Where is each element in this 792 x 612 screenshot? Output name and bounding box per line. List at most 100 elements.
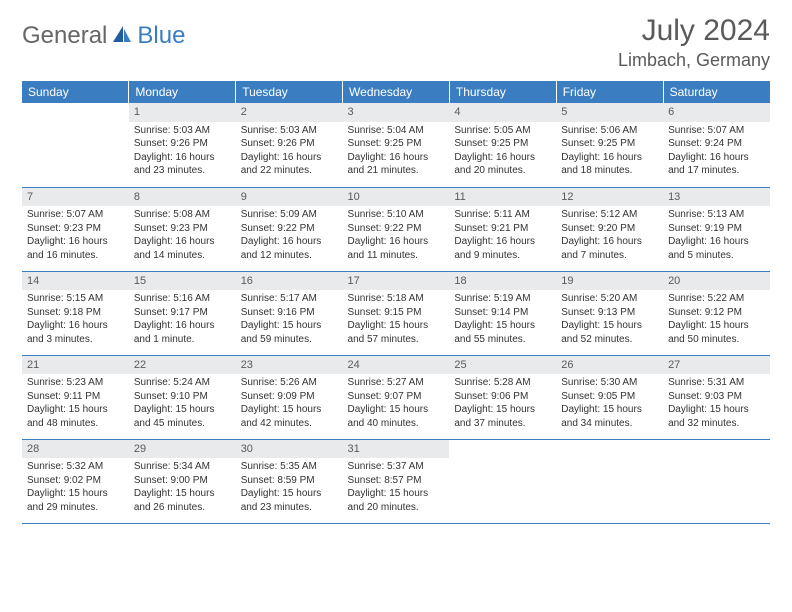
day-number: 11 — [449, 188, 556, 207]
calendar-day-cell: 8Sunrise: 5:08 AMSunset: 9:23 PMDaylight… — [129, 187, 236, 271]
day-number: 13 — [663, 188, 770, 207]
location-label: Limbach, Germany — [618, 50, 770, 71]
day-details: Sunrise: 5:19 AMSunset: 9:14 PMDaylight:… — [449, 290, 556, 350]
calendar-week-row: .1Sunrise: 5:03 AMSunset: 9:26 PMDayligh… — [22, 103, 770, 187]
day-details: Sunrise: 5:30 AMSunset: 9:05 PMDaylight:… — [556, 374, 663, 434]
day-number: 15 — [129, 272, 236, 291]
calendar-day-cell: 2Sunrise: 5:03 AMSunset: 9:26 PMDaylight… — [236, 103, 343, 187]
day-details: Sunrise: 5:03 AMSunset: 9:26 PMDaylight:… — [236, 122, 343, 182]
day-number: 9 — [236, 188, 343, 207]
day-details: Sunrise: 5:35 AMSunset: 8:59 PMDaylight:… — [236, 458, 343, 518]
logo-text-blue: Blue — [137, 22, 185, 50]
sail-icon — [111, 24, 133, 49]
day-details: Sunrise: 5:28 AMSunset: 9:06 PMDaylight:… — [449, 374, 556, 434]
calendar-week-row: 14Sunrise: 5:15 AMSunset: 9:18 PMDayligh… — [22, 271, 770, 355]
calendar-day-cell: 15Sunrise: 5:16 AMSunset: 9:17 PMDayligh… — [129, 271, 236, 355]
calendar-day-cell: 26Sunrise: 5:30 AMSunset: 9:05 PMDayligh… — [556, 355, 663, 439]
day-details: Sunrise: 5:37 AMSunset: 8:57 PMDaylight:… — [343, 458, 450, 518]
day-number: 2 — [236, 103, 343, 122]
day-details: Sunrise: 5:07 AMSunset: 9:23 PMDaylight:… — [22, 206, 129, 266]
calendar-day-cell: 5Sunrise: 5:06 AMSunset: 9:25 PMDaylight… — [556, 103, 663, 187]
day-number: 19 — [556, 272, 663, 291]
calendar-day-cell: 3Sunrise: 5:04 AMSunset: 9:25 PMDaylight… — [343, 103, 450, 187]
calendar-day-cell: 31Sunrise: 5:37 AMSunset: 8:57 PMDayligh… — [343, 439, 450, 523]
day-number: 1 — [129, 103, 236, 122]
calendar-day-cell: 16Sunrise: 5:17 AMSunset: 9:16 PMDayligh… — [236, 271, 343, 355]
weekday-header: Wednesday — [343, 81, 450, 103]
day-details: Sunrise: 5:17 AMSunset: 9:16 PMDaylight:… — [236, 290, 343, 350]
calendar-header-row: SundayMondayTuesdayWednesdayThursdayFrid… — [22, 81, 770, 103]
weekday-header: Saturday — [663, 81, 770, 103]
day-details: Sunrise: 5:26 AMSunset: 9:09 PMDaylight:… — [236, 374, 343, 434]
weekday-header: Thursday — [449, 81, 556, 103]
title-block: July 2024 Limbach, Germany — [618, 14, 770, 71]
calendar-day-cell: 27Sunrise: 5:31 AMSunset: 9:03 PMDayligh… — [663, 355, 770, 439]
calendar-day-cell: . — [556, 439, 663, 523]
calendar-day-cell: 14Sunrise: 5:15 AMSunset: 9:18 PMDayligh… — [22, 271, 129, 355]
day-details: Sunrise: 5:20 AMSunset: 9:13 PMDaylight:… — [556, 290, 663, 350]
day-details: Sunrise: 5:15 AMSunset: 9:18 PMDaylight:… — [22, 290, 129, 350]
day-number: 16 — [236, 272, 343, 291]
calendar-table: SundayMondayTuesdayWednesdayThursdayFrid… — [22, 81, 770, 524]
day-details: Sunrise: 5:04 AMSunset: 9:25 PMDaylight:… — [343, 122, 450, 182]
day-details: Sunrise: 5:24 AMSunset: 9:10 PMDaylight:… — [129, 374, 236, 434]
calendar-day-cell: 19Sunrise: 5:20 AMSunset: 9:13 PMDayligh… — [556, 271, 663, 355]
day-details: Sunrise: 5:12 AMSunset: 9:20 PMDaylight:… — [556, 206, 663, 266]
calendar-day-cell: 29Sunrise: 5:34 AMSunset: 9:00 PMDayligh… — [129, 439, 236, 523]
day-number: 3 — [343, 103, 450, 122]
day-number: 23 — [236, 356, 343, 375]
calendar-day-cell: 1Sunrise: 5:03 AMSunset: 9:26 PMDaylight… — [129, 103, 236, 187]
day-details: Sunrise: 5:22 AMSunset: 9:12 PMDaylight:… — [663, 290, 770, 350]
month-title: July 2024 — [618, 14, 770, 48]
day-details: Sunrise: 5:06 AMSunset: 9:25 PMDaylight:… — [556, 122, 663, 182]
day-number: 21 — [22, 356, 129, 375]
day-details: Sunrise: 5:13 AMSunset: 9:19 PMDaylight:… — [663, 206, 770, 266]
calendar-day-cell: 25Sunrise: 5:28 AMSunset: 9:06 PMDayligh… — [449, 355, 556, 439]
day-details: Sunrise: 5:34 AMSunset: 9:00 PMDaylight:… — [129, 458, 236, 518]
day-number: 26 — [556, 356, 663, 375]
day-number: 8 — [129, 188, 236, 207]
day-details: Sunrise: 5:07 AMSunset: 9:24 PMDaylight:… — [663, 122, 770, 182]
weekday-header: Sunday — [22, 81, 129, 103]
day-details: Sunrise: 5:27 AMSunset: 9:07 PMDaylight:… — [343, 374, 450, 434]
day-number: 29 — [129, 440, 236, 459]
calendar-day-cell: 30Sunrise: 5:35 AMSunset: 8:59 PMDayligh… — [236, 439, 343, 523]
calendar-day-cell: 13Sunrise: 5:13 AMSunset: 9:19 PMDayligh… — [663, 187, 770, 271]
calendar-day-cell: 11Sunrise: 5:11 AMSunset: 9:21 PMDayligh… — [449, 187, 556, 271]
weekday-header: Monday — [129, 81, 236, 103]
calendar-day-cell: 17Sunrise: 5:18 AMSunset: 9:15 PMDayligh… — [343, 271, 450, 355]
day-number: 24 — [343, 356, 450, 375]
calendar-day-cell: 4Sunrise: 5:05 AMSunset: 9:25 PMDaylight… — [449, 103, 556, 187]
day-number: 27 — [663, 356, 770, 375]
day-details: Sunrise: 5:08 AMSunset: 9:23 PMDaylight:… — [129, 206, 236, 266]
calendar-day-cell: . — [22, 103, 129, 187]
calendar-day-cell: 21Sunrise: 5:23 AMSunset: 9:11 PMDayligh… — [22, 355, 129, 439]
day-number: 17 — [343, 272, 450, 291]
calendar-week-row: 28Sunrise: 5:32 AMSunset: 9:02 PMDayligh… — [22, 439, 770, 523]
day-number: 25 — [449, 356, 556, 375]
calendar-body: .1Sunrise: 5:03 AMSunset: 9:26 PMDayligh… — [22, 103, 770, 523]
day-details: Sunrise: 5:10 AMSunset: 9:22 PMDaylight:… — [343, 206, 450, 266]
day-number: 31 — [343, 440, 450, 459]
calendar-day-cell: 23Sunrise: 5:26 AMSunset: 9:09 PMDayligh… — [236, 355, 343, 439]
calendar-week-row: 7Sunrise: 5:07 AMSunset: 9:23 PMDaylight… — [22, 187, 770, 271]
logo-text-general: General — [22, 22, 107, 50]
header: General Blue July 2024 Limbach, Germany — [22, 14, 770, 71]
calendar-day-cell: 9Sunrise: 5:09 AMSunset: 9:22 PMDaylight… — [236, 187, 343, 271]
day-number: 7 — [22, 188, 129, 207]
calendar-day-cell: 22Sunrise: 5:24 AMSunset: 9:10 PMDayligh… — [129, 355, 236, 439]
calendar-day-cell: 12Sunrise: 5:12 AMSunset: 9:20 PMDayligh… — [556, 187, 663, 271]
calendar-day-cell: 20Sunrise: 5:22 AMSunset: 9:12 PMDayligh… — [663, 271, 770, 355]
calendar-day-cell: 18Sunrise: 5:19 AMSunset: 9:14 PMDayligh… — [449, 271, 556, 355]
day-number: 4 — [449, 103, 556, 122]
day-details: Sunrise: 5:05 AMSunset: 9:25 PMDaylight:… — [449, 122, 556, 182]
calendar-day-cell: 24Sunrise: 5:27 AMSunset: 9:07 PMDayligh… — [343, 355, 450, 439]
day-details: Sunrise: 5:23 AMSunset: 9:11 PMDaylight:… — [22, 374, 129, 434]
day-details: Sunrise: 5:11 AMSunset: 9:21 PMDaylight:… — [449, 206, 556, 266]
day-details: Sunrise: 5:32 AMSunset: 9:02 PMDaylight:… — [22, 458, 129, 518]
day-details: Sunrise: 5:18 AMSunset: 9:15 PMDaylight:… — [343, 290, 450, 350]
calendar-week-row: 21Sunrise: 5:23 AMSunset: 9:11 PMDayligh… — [22, 355, 770, 439]
day-number: 30 — [236, 440, 343, 459]
day-details: Sunrise: 5:31 AMSunset: 9:03 PMDaylight:… — [663, 374, 770, 434]
logo: General Blue — [22, 14, 185, 50]
